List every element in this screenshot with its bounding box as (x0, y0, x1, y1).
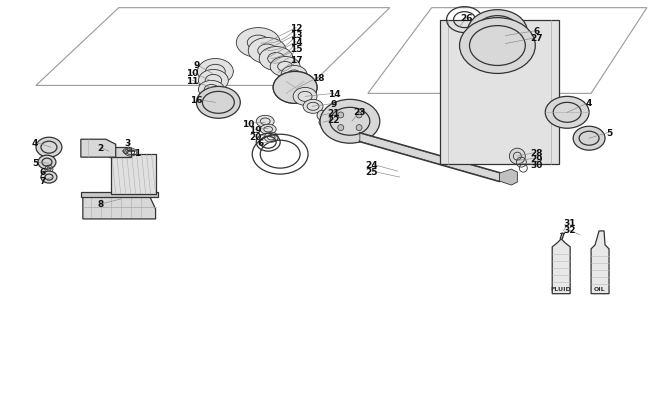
Circle shape (356, 113, 362, 119)
Text: 9: 9 (193, 61, 200, 70)
Text: 15: 15 (290, 45, 302, 54)
Text: 26: 26 (460, 14, 473, 23)
Ellipse shape (264, 133, 278, 143)
Ellipse shape (281, 66, 307, 84)
Text: 24: 24 (365, 160, 378, 169)
Text: 6: 6 (533, 27, 540, 36)
Text: 31: 31 (563, 219, 575, 228)
Text: 2: 2 (98, 143, 104, 152)
Text: 28: 28 (530, 148, 543, 157)
Ellipse shape (460, 19, 536, 74)
Ellipse shape (270, 58, 300, 77)
Polygon shape (111, 155, 155, 194)
Circle shape (356, 125, 362, 131)
Circle shape (319, 119, 327, 127)
Ellipse shape (36, 138, 62, 158)
Text: 6: 6 (257, 139, 263, 147)
Text: 27: 27 (530, 34, 543, 43)
Text: 10: 10 (242, 119, 254, 128)
Text: 14: 14 (290, 38, 302, 47)
Ellipse shape (467, 11, 527, 54)
Ellipse shape (273, 72, 317, 104)
Text: 5: 5 (32, 158, 38, 167)
Text: 19: 19 (249, 126, 261, 134)
Text: FLUID: FLUID (551, 286, 571, 292)
Circle shape (124, 149, 128, 154)
Circle shape (510, 149, 525, 165)
Polygon shape (499, 170, 517, 185)
Text: 11: 11 (186, 77, 199, 86)
Text: 9: 9 (331, 100, 337, 109)
Ellipse shape (545, 97, 589, 129)
Polygon shape (81, 140, 116, 158)
Text: 4: 4 (586, 98, 592, 108)
Polygon shape (552, 239, 570, 294)
Ellipse shape (248, 38, 286, 64)
Ellipse shape (259, 47, 293, 71)
Circle shape (317, 111, 327, 121)
Ellipse shape (293, 88, 317, 106)
Text: 14: 14 (328, 90, 341, 99)
Ellipse shape (237, 28, 280, 58)
Text: OIL: OIL (594, 286, 606, 292)
Polygon shape (439, 21, 559, 165)
Text: 22: 22 (328, 115, 340, 124)
Text: 32: 32 (563, 226, 575, 235)
Ellipse shape (256, 116, 274, 128)
Ellipse shape (198, 81, 224, 99)
Ellipse shape (198, 70, 228, 92)
Ellipse shape (303, 100, 323, 114)
Text: 12: 12 (290, 24, 302, 33)
Text: 6: 6 (40, 167, 46, 176)
Text: 25: 25 (365, 167, 378, 176)
Ellipse shape (41, 172, 57, 183)
Polygon shape (83, 194, 155, 220)
Text: 13: 13 (290, 31, 302, 40)
Ellipse shape (38, 156, 56, 170)
Text: 10: 10 (187, 69, 199, 78)
Text: 30: 30 (530, 160, 543, 169)
Circle shape (338, 125, 344, 131)
Ellipse shape (198, 60, 233, 85)
Polygon shape (81, 192, 157, 198)
Polygon shape (109, 148, 131, 158)
Ellipse shape (573, 127, 605, 151)
Text: 17: 17 (290, 56, 302, 65)
Text: 20: 20 (249, 132, 261, 141)
Text: 4: 4 (32, 139, 38, 147)
Ellipse shape (196, 87, 240, 119)
Text: 29: 29 (530, 154, 543, 163)
Ellipse shape (260, 125, 276, 135)
Polygon shape (591, 231, 609, 294)
Text: 3: 3 (125, 139, 131, 147)
Text: 7: 7 (40, 176, 46, 185)
Text: 16: 16 (190, 96, 203, 104)
Text: 18: 18 (312, 74, 324, 83)
Text: 8: 8 (98, 200, 104, 209)
Text: 5: 5 (606, 128, 612, 137)
Circle shape (338, 113, 344, 119)
Text: 1: 1 (135, 148, 141, 157)
Polygon shape (360, 134, 499, 181)
Text: 23: 23 (354, 108, 366, 117)
Ellipse shape (320, 100, 380, 144)
Text: 21: 21 (328, 109, 340, 117)
